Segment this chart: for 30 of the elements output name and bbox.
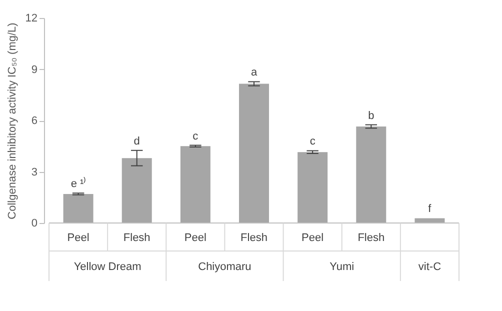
data-label: f — [428, 203, 432, 216]
bar — [122, 158, 152, 223]
data-label: a — [250, 66, 258, 79]
text: Chiyomaru — [198, 261, 252, 273]
bar — [180, 146, 210, 223]
bar — [298, 152, 328, 223]
x-tick-label: Peel — [184, 232, 206, 244]
y-tick-label: 3 — [31, 166, 38, 178]
data-label: e ¹⁾ — [70, 177, 86, 190]
y-tick-label: 9 — [31, 64, 38, 76]
data-label: b — [368, 110, 374, 122]
x-tick-label: Flesh — [358, 232, 385, 244]
bar — [63, 194, 94, 223]
text: vit-C — [418, 261, 442, 273]
data-label: c — [310, 136, 316, 148]
y-tick-label: 12 — [25, 12, 38, 24]
data-label: c — [192, 130, 199, 142]
y-tick-label: 0 — [31, 218, 38, 230]
x-tick-label: Flesh — [240, 232, 268, 244]
bar — [356, 126, 386, 223]
y-axis-title: Collgenase inhibitory activity IC₅₀ (mg/L) — [6, 22, 18, 220]
x-tick-label: Flesh — [123, 232, 150, 244]
bar — [239, 84, 269, 223]
bar — [414, 218, 445, 223]
data-label: d — [134, 135, 140, 148]
x-tick-label: Peel — [67, 232, 90, 244]
y-tick-label: 6 — [31, 115, 38, 127]
text: Yellow Dream — [74, 261, 142, 273]
x-tick-label: Peel — [302, 232, 324, 244]
text: Yumi — [330, 261, 354, 273]
